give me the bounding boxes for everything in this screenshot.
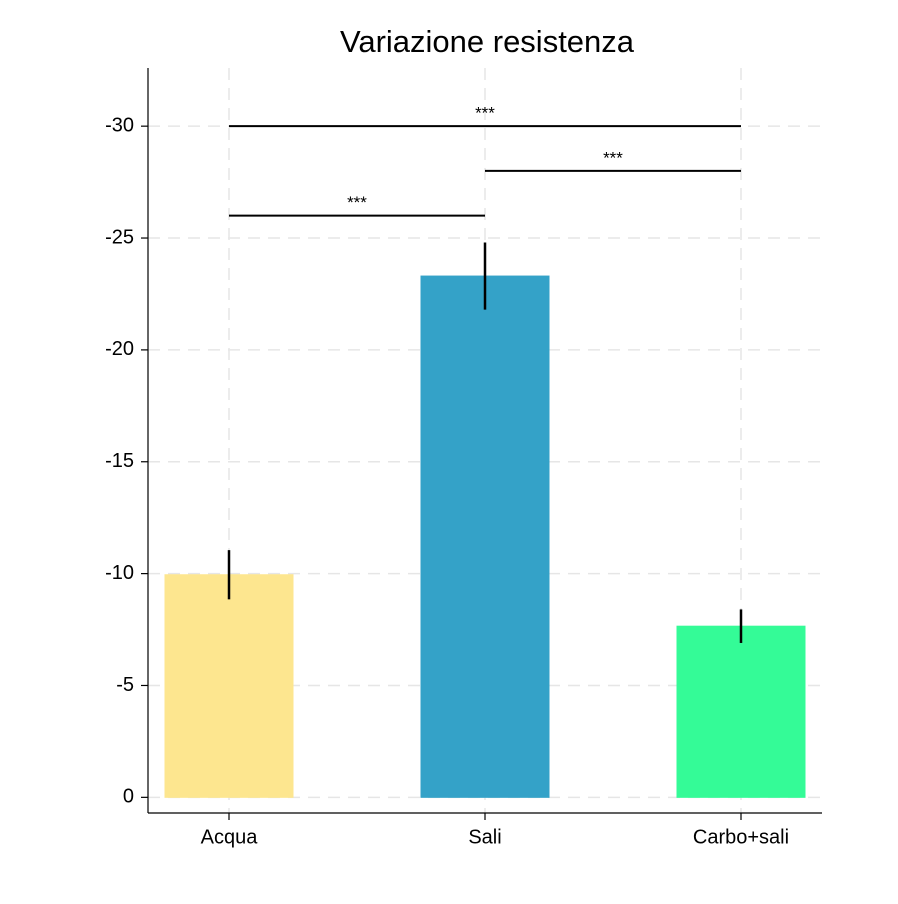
y-tick-label: -15 [105, 450, 134, 472]
y-tick-label: 0 [123, 786, 134, 808]
y-tick-label: -10 [105, 562, 134, 584]
significance-label: *** [475, 104, 495, 123]
x-tick-label: Sali [468, 826, 501, 848]
y-tick-label: -5 [116, 674, 134, 696]
y-tick-label: -25 [105, 226, 134, 248]
x-tick-label: Carbo+sali [693, 826, 789, 848]
y-tick-label: -30 [105, 114, 134, 136]
x-tick-label: Acqua [201, 826, 259, 848]
bar [676, 625, 806, 798]
bar [420, 275, 550, 798]
chart-title: Variazione resistenza [340, 24, 635, 59]
y-tick-label: -20 [105, 338, 134, 360]
significance-label: *** [347, 193, 367, 212]
bar [164, 574, 294, 798]
significance-label: *** [603, 148, 623, 167]
